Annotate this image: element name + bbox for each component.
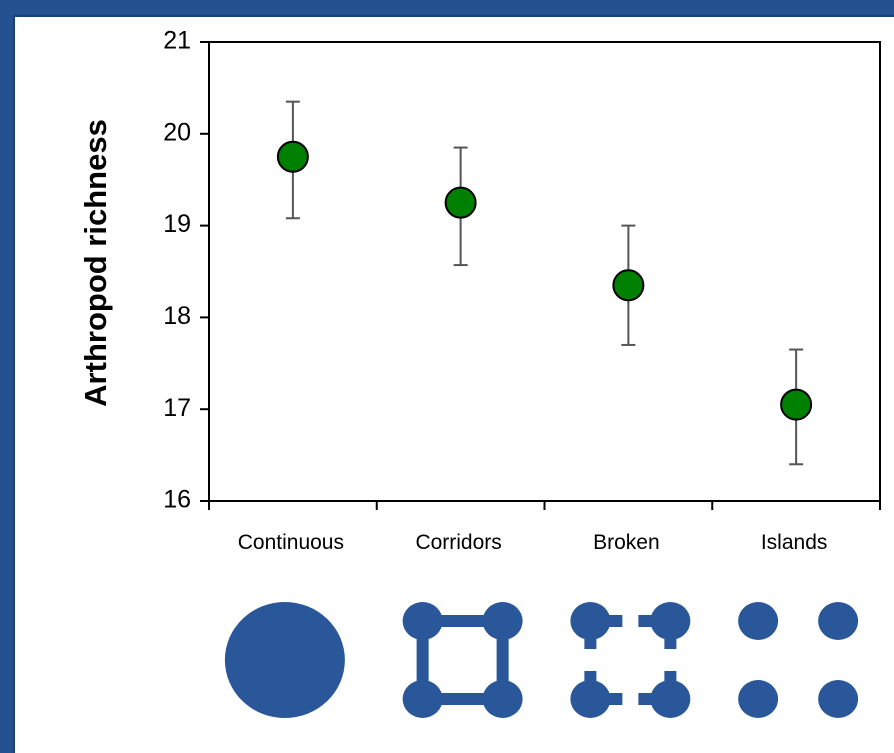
chart: Arthropod richness 16 17 18 19 20 21 Continuou…	[78, 27, 881, 718]
y-axis-label: Arthropod richness	[78, 119, 113, 407]
y-tick-label: 19	[163, 210, 191, 238]
y-tick-label: 18	[163, 302, 191, 330]
patch-node	[818, 602, 859, 640]
x-tick-label: Corridors	[415, 531, 501, 554]
corridor-stub	[664, 671, 677, 699]
data-point	[276, 140, 309, 173]
corridor-stub	[664, 621, 677, 649]
chart-panel: Arthropod richness 16 17 18 19 20 21 Continuou…	[13, 15, 894, 753]
x-tick-label: Broken	[593, 531, 660, 554]
patch-node	[818, 680, 859, 718]
corridor-stub	[584, 621, 597, 649]
corridors-patch-icon	[402, 602, 523, 718]
continuous-patch-icon	[224, 602, 345, 718]
x-tick-label: Islands	[761, 531, 828, 554]
x-tick-label: Continuous	[238, 531, 344, 554]
plot-frame	[208, 41, 881, 502]
y-tick-label: 20	[163, 118, 191, 146]
broken-corridors-patch-icon	[570, 602, 691, 718]
islands-patch-icon	[738, 602, 859, 718]
corridor-stub	[590, 615, 623, 627]
plot-area: 16 17 18 19 20 21 Continuous Corridors Broken Isl…	[163, 27, 881, 554]
landscape-icons	[224, 602, 859, 718]
corridor-bottom	[422, 693, 503, 705]
patch-node	[738, 680, 779, 718]
y-tick-label: 21	[163, 27, 191, 55]
patch-circle	[224, 602, 345, 718]
corridor-left	[416, 621, 429, 699]
corridor-stub	[638, 615, 671, 627]
corridor-right	[496, 621, 509, 699]
data-point	[780, 388, 813, 421]
data-point	[612, 269, 645, 302]
corridor-stub	[590, 693, 623, 705]
corridor-stub	[584, 671, 597, 699]
y-tick-label: 17	[163, 394, 191, 422]
corridor-top	[422, 615, 503, 627]
data-point	[444, 186, 477, 219]
corridor-stub	[638, 693, 671, 705]
patch-node	[738, 602, 779, 640]
y-tick-label: 16	[163, 486, 191, 514]
